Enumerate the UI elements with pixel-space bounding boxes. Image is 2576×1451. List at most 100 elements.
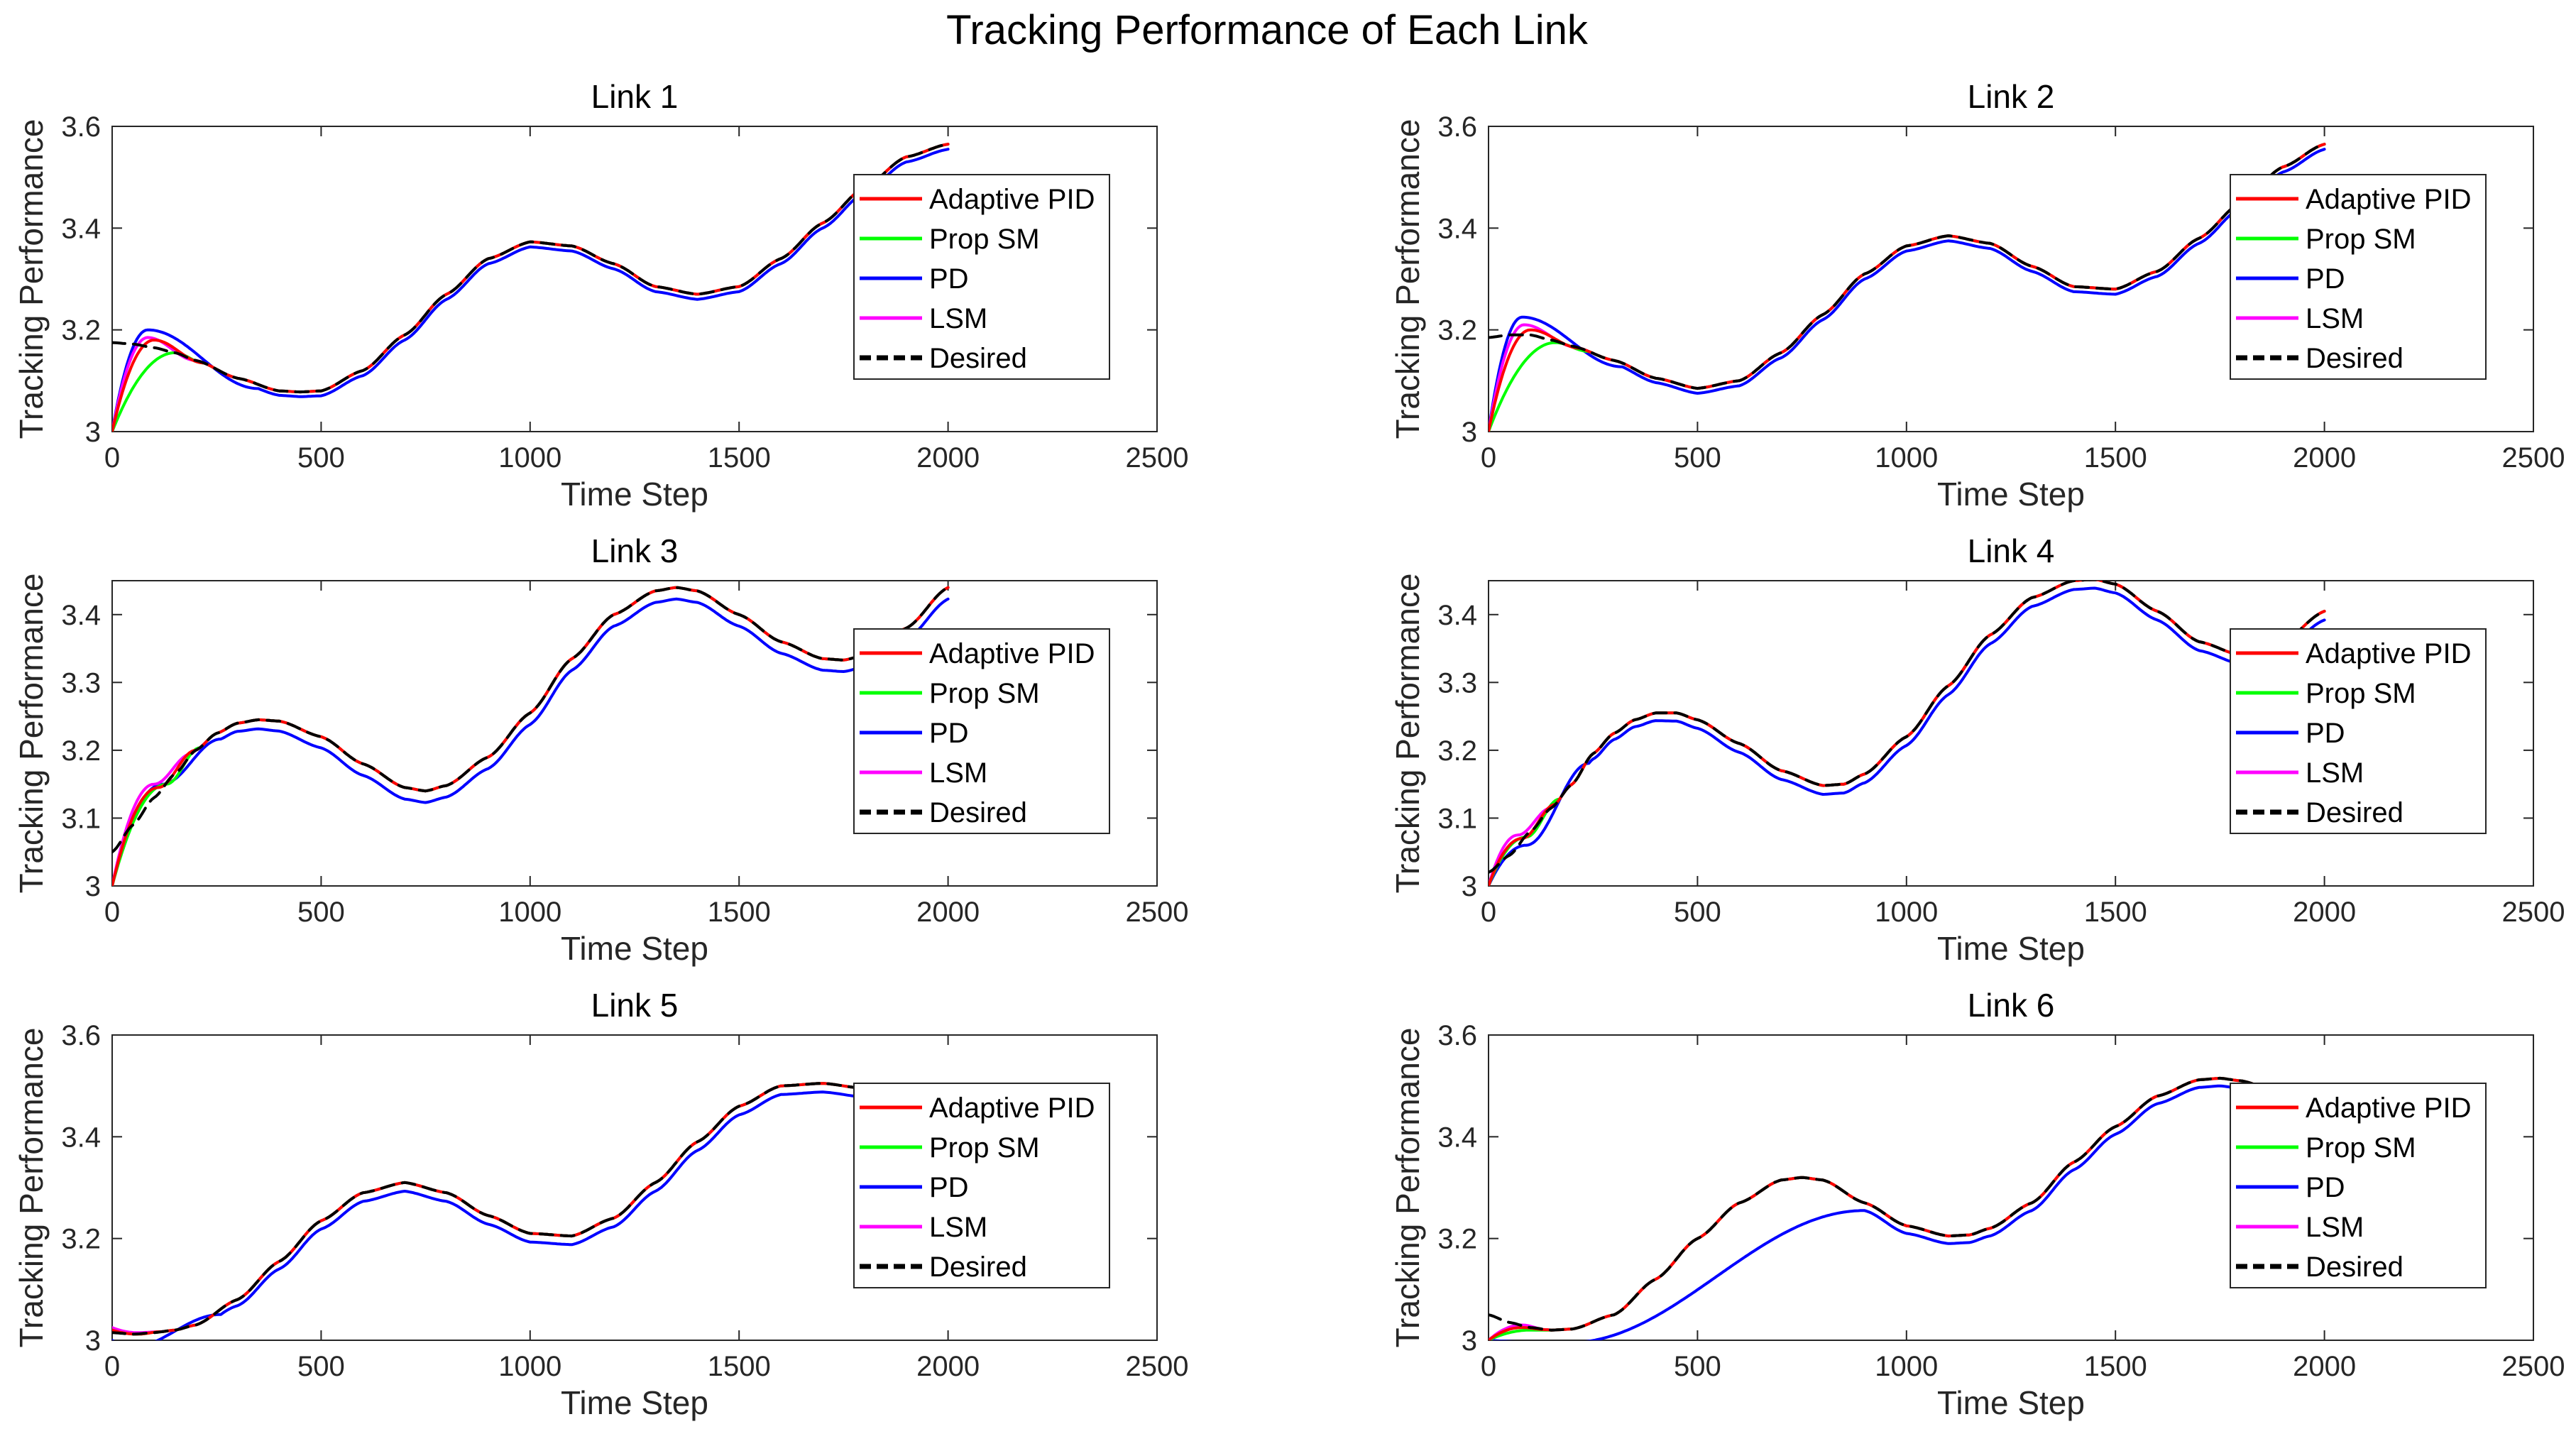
legend-label: LSM — [929, 1212, 987, 1243]
y-tick-label: 3 — [85, 1325, 101, 1357]
x-tick-label: 2500 — [1126, 442, 1189, 473]
y-tick-label: 3 — [85, 871, 101, 902]
legend-label: LSM — [2306, 1212, 2364, 1243]
x-tick-label: 1500 — [2084, 442, 2147, 473]
x-tick-label: 0 — [1481, 442, 1496, 473]
legend-label: Adaptive PID — [2306, 638, 2471, 669]
series-line-pd — [112, 1090, 866, 1340]
legend-label: PD — [929, 263, 969, 295]
legend: Adaptive PID Prop SM PD LSM Desired — [853, 1083, 1110, 1288]
x-tick-label: 500 — [297, 897, 345, 928]
y-tick-label: 3.4 — [61, 213, 101, 244]
x-tick-label: 500 — [1674, 1351, 1721, 1382]
legend-label: Adaptive PID — [929, 1093, 1095, 1124]
x-axis-label: Time Step — [561, 930, 708, 967]
x-tick-label: 0 — [1481, 1351, 1496, 1382]
legend-label: LSM — [2306, 303, 2364, 334]
x-tick-label: 500 — [1674, 897, 1721, 928]
subplot-title: Link 6 — [1968, 987, 2055, 1024]
y-axis-label: Tracking Performance — [1389, 574, 1426, 894]
y-tick-label: 3.6 — [1437, 1020, 1477, 1051]
x-tick-label: 2000 — [916, 1351, 980, 1382]
x-tick-label: 0 — [104, 442, 120, 473]
x-axis-label: Time Step — [1937, 1384, 2085, 1421]
figure-title: Tracking Performance of Each Link — [946, 7, 1589, 53]
legend-label: Prop SM — [929, 678, 1040, 709]
y-axis-label: Tracking Performance — [13, 574, 50, 894]
x-tick-label: 500 — [1674, 442, 1721, 473]
x-tick-label: 0 — [1481, 897, 1496, 928]
series-line-desired — [1489, 581, 2326, 874]
plot-area — [112, 143, 950, 432]
subplot-link-1: 0 500 1000 1500 2000 2500 3 3.2 3.4 3.6 Link 1 Time… — [13, 78, 1188, 513]
y-tick-label: 3.3 — [61, 667, 101, 699]
series-line-desired — [112, 1082, 866, 1336]
y-tick-label: 3.2 — [1437, 315, 1477, 346]
x-tick-label: 1000 — [498, 442, 561, 473]
y-axis-label: Tracking Performance — [1389, 1028, 1426, 1348]
x-tick-label: 1500 — [708, 1351, 771, 1382]
legend-label: LSM — [929, 757, 987, 789]
y-tick-label: 3.1 — [61, 803, 101, 834]
x-tick-label: 1000 — [498, 897, 561, 928]
legend-label: Adaptive PID — [929, 638, 1095, 669]
legend-label: Prop SM — [2306, 224, 2416, 255]
x-tick-label: 2500 — [2502, 1351, 2565, 1382]
legend-label: Adaptive PID — [929, 184, 1095, 215]
y-tick-label: 3.6 — [1437, 111, 1477, 143]
x-axis-label: Time Step — [1937, 476, 2085, 513]
y-tick-label: 3.1 — [1437, 803, 1477, 834]
series-line-pd — [112, 148, 950, 432]
subplot-title: Link 1 — [591, 78, 679, 115]
legend-label: Adaptive PID — [2306, 1093, 2471, 1124]
x-tick-label: 0 — [104, 897, 120, 928]
legend-label: Desired — [929, 343, 1027, 374]
series-line-desired — [112, 143, 950, 394]
x-tick-label: 2500 — [1126, 897, 1189, 928]
y-tick-label: 3.2 — [1437, 1224, 1477, 1255]
y-tick-label: 3.2 — [61, 1224, 101, 1255]
y-tick-label: 3.6 — [61, 111, 101, 143]
y-tick-label: 3.4 — [1437, 600, 1477, 631]
subplot-link-5: 0 500 1000 1500 2000 2500 3 3.2 3.4 3.6 Link 5 Time… — [13, 987, 1188, 1421]
subplot-title: Link 4 — [1968, 532, 2055, 569]
legend-label: Desired — [929, 1252, 1027, 1283]
legend-label: Prop SM — [929, 1132, 1040, 1163]
legend-label: Desired — [929, 797, 1027, 828]
y-tick-label: 3.4 — [61, 600, 101, 631]
y-axis-label: Tracking Performance — [13, 1028, 50, 1348]
subplot-link-3: 0 500 1000 1500 2000 2500 3 3.1 3.2 3.3 3.4 Link 3 T… — [13, 532, 1188, 967]
y-tick-label: 3.2 — [61, 315, 101, 346]
plot-area — [112, 586, 950, 886]
x-tick-label: 2000 — [2293, 1351, 2356, 1382]
x-tick-label: 1000 — [1875, 442, 1938, 473]
y-tick-label: 3.4 — [61, 1122, 101, 1153]
y-tick-label: 3.6 — [61, 1020, 101, 1051]
plot-area — [112, 1082, 866, 1340]
subplot-link-6: 0 500 1000 1500 2000 2500 3 3.2 3.4 3.6 Link 6 Time… — [1389, 987, 2565, 1421]
plot-area — [1489, 143, 2326, 432]
series-line-desired — [1489, 143, 2326, 390]
y-tick-label: 3 — [1462, 417, 1477, 448]
legend-label: PD — [929, 718, 969, 749]
y-axis-label: Tracking Performance — [13, 119, 50, 439]
y-tick-label: 3.3 — [1437, 667, 1477, 699]
y-tick-label: 3.4 — [1437, 1122, 1477, 1153]
legend-label: Prop SM — [2306, 1132, 2416, 1163]
series-line-pd — [1489, 1084, 2264, 1340]
x-axis-label: Time Step — [561, 1384, 708, 1421]
legend-label: Desired — [2306, 343, 2404, 374]
y-tick-label: 3 — [85, 417, 101, 448]
legend: Adaptive PID Prop SM PD LSM Desired — [2230, 1083, 2487, 1288]
legend-label: Prop SM — [929, 224, 1040, 255]
series-line-desired — [1489, 1076, 2264, 1332]
x-axis-label: Time Step — [1937, 930, 2085, 967]
x-tick-label: 1500 — [2084, 1351, 2147, 1382]
legend-label: LSM — [2306, 757, 2364, 789]
plot-area — [1489, 581, 2326, 886]
legend-label: LSM — [929, 303, 987, 334]
series-line-pd — [112, 597, 950, 886]
legend-label: Prop SM — [2306, 678, 2416, 709]
x-tick-label: 1500 — [708, 897, 771, 928]
y-tick-label: 3 — [1462, 1325, 1477, 1357]
